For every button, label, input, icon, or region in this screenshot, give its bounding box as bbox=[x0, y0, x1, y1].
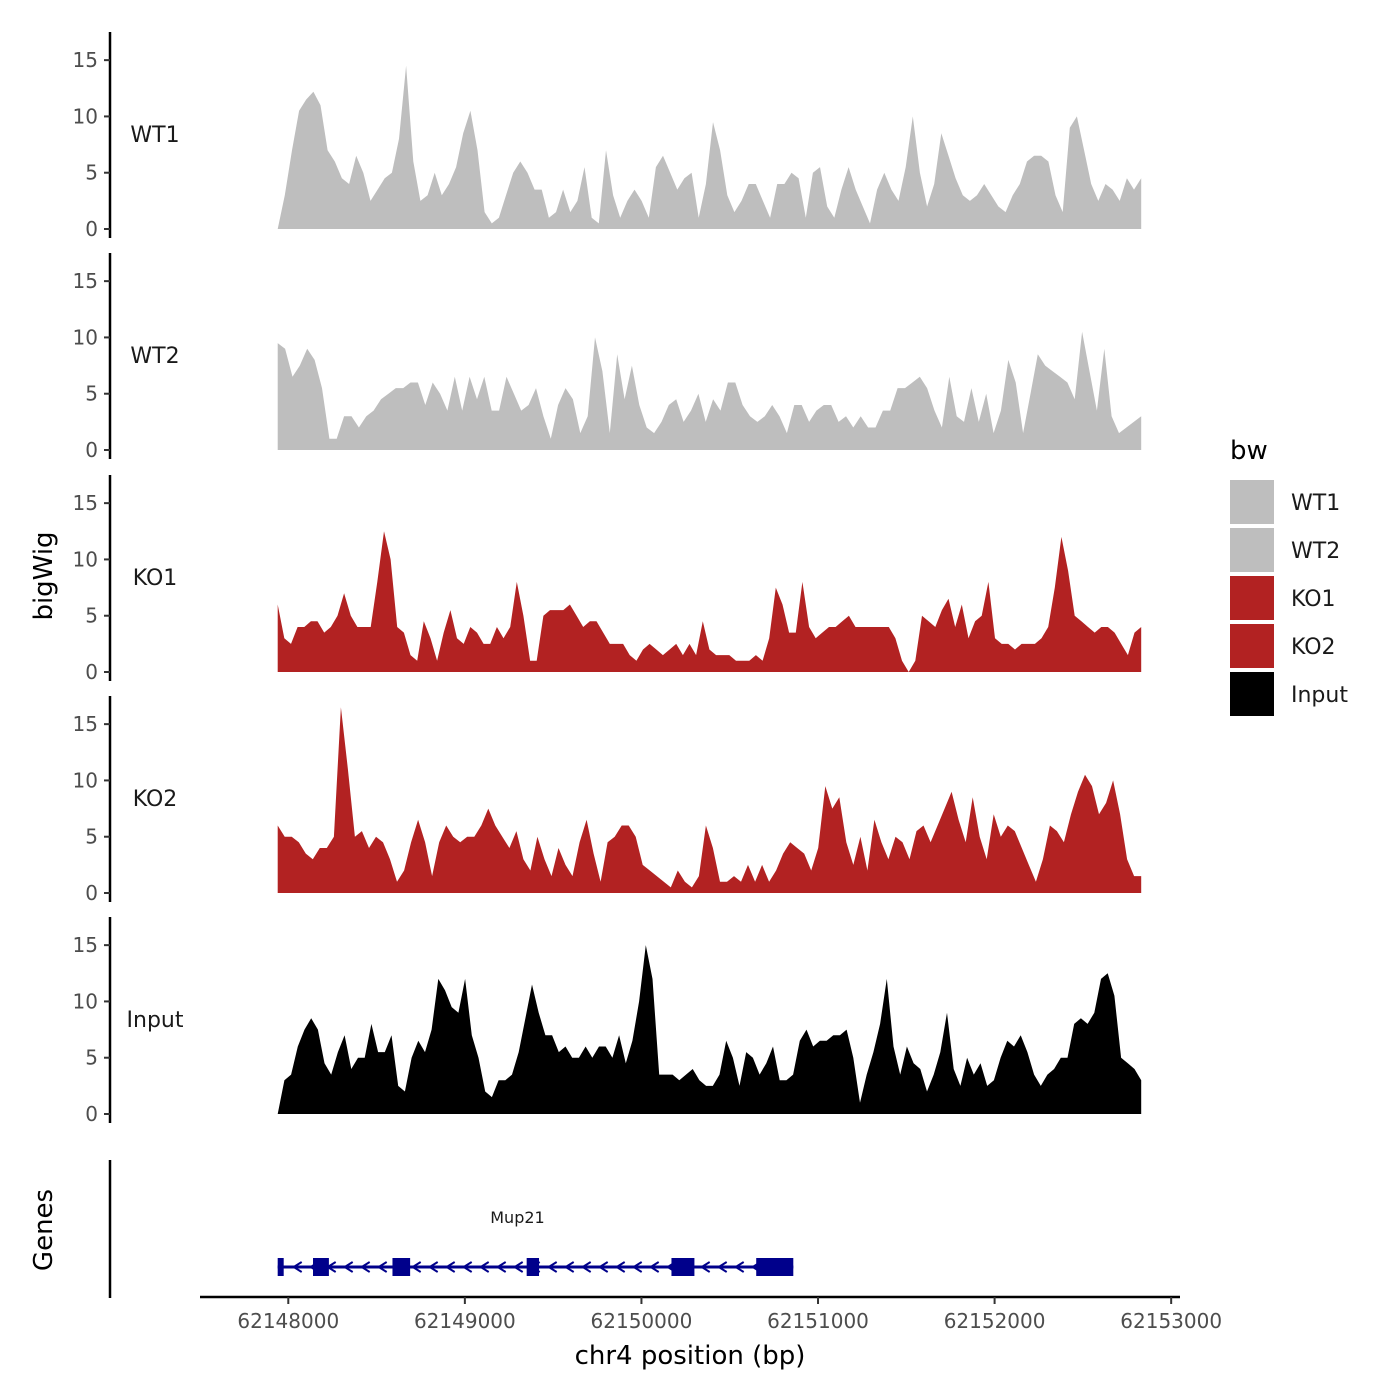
track-wt1: 0 5 10 15 WT1 bbox=[73, 32, 1142, 241]
legend-swatch-ko2 bbox=[1230, 624, 1274, 668]
strand-arrow bbox=[563, 1261, 575, 1273]
exon bbox=[392, 1258, 411, 1276]
legend-label-wt1: WT1 bbox=[1291, 491, 1340, 516]
y-tick-label: 0 bbox=[85, 660, 98, 684]
track-input: 0 5 10 15 Input bbox=[73, 917, 1142, 1126]
x-axis: 62148000 62149000 62150000 62151000 62152000… bbox=[200, 1295, 1222, 1333]
track-label: KO2 bbox=[133, 787, 178, 812]
legend: bw WT1 WT2 KO1 KO2 Input bbox=[1230, 436, 1348, 716]
exon bbox=[756, 1258, 794, 1276]
strand-arrow bbox=[733, 1261, 745, 1273]
y-axis-title: bigWig bbox=[29, 531, 59, 620]
strand-arrow bbox=[359, 1261, 371, 1273]
x-tick-label: 62152000 bbox=[944, 1309, 1046, 1333]
strand-arrow bbox=[495, 1261, 507, 1273]
y-tick-label: 10 bbox=[73, 768, 98, 792]
x-tick-label: 62148000 bbox=[237, 1309, 339, 1333]
strand-arrow bbox=[580, 1261, 592, 1273]
y-tick-label: 5 bbox=[85, 382, 98, 406]
strand-arrow bbox=[699, 1261, 711, 1273]
y-tick-label: 5 bbox=[85, 161, 98, 185]
series-area-wt2 bbox=[277, 331, 1142, 450]
track-wt2: 0 5 10 15 WT2 bbox=[73, 253, 1142, 462]
y-tick-label: 15 bbox=[73, 48, 98, 72]
legend-swatch-input bbox=[1230, 672, 1274, 716]
legend-title: bw bbox=[1230, 436, 1268, 466]
y-tick-label: 0 bbox=[85, 1102, 98, 1126]
gene-mup21: Mup21 bbox=[277, 1208, 794, 1276]
legend-swatch-ko1 bbox=[1230, 576, 1274, 620]
y-tick-label: 5 bbox=[85, 1046, 98, 1070]
strand-arrow bbox=[461, 1261, 473, 1273]
track-label: WT2 bbox=[130, 344, 179, 369]
exon bbox=[526, 1258, 540, 1276]
strand-arrow bbox=[376, 1261, 388, 1273]
exon bbox=[313, 1258, 329, 1276]
legend-swatch-wt2 bbox=[1230, 528, 1274, 572]
gene-label: Mup21 bbox=[490, 1208, 544, 1227]
y-tick-label: 5 bbox=[85, 604, 98, 628]
y-tick-label: 0 bbox=[85, 881, 98, 905]
x-axis-title: chr4 position (bp) bbox=[575, 1341, 806, 1371]
track-panels: 0 5 10 15 WT1 0 5 10 15 WT2 0 5 10 15 KO1 0 5 10 15 KO2 0 5 10… bbox=[73, 32, 1142, 1126]
y-tick-label: 10 bbox=[73, 104, 98, 128]
y-tick-label: 0 bbox=[85, 217, 98, 241]
strand-arrow bbox=[291, 1261, 303, 1273]
strand-arrow bbox=[512, 1261, 524, 1273]
y-tick-label: 5 bbox=[85, 825, 98, 849]
series-area-input bbox=[277, 945, 1142, 1114]
strand-arrow bbox=[614, 1261, 626, 1273]
strand-arrow bbox=[716, 1261, 728, 1273]
exon bbox=[277, 1258, 284, 1276]
strand-arrow bbox=[342, 1261, 354, 1273]
strand-arrow bbox=[410, 1261, 422, 1273]
genes-axis-title: Genes bbox=[29, 1189, 59, 1271]
track-ko2: 0 5 10 15 KO2 bbox=[73, 696, 1142, 905]
y-tick-label: 0 bbox=[85, 438, 98, 462]
series-area-ko2 bbox=[277, 707, 1142, 893]
track-label: WT1 bbox=[130, 123, 179, 148]
x-tick-label: 62149000 bbox=[414, 1309, 516, 1333]
y-tick-label: 15 bbox=[73, 491, 98, 515]
legend-label-wt2: WT2 bbox=[1291, 539, 1340, 564]
legend-swatch-wt1 bbox=[1230, 480, 1274, 524]
x-tick-label: 62150000 bbox=[591, 1309, 693, 1333]
legend-label-input: Input bbox=[1291, 683, 1348, 708]
x-tick-label: 62153000 bbox=[1120, 1309, 1222, 1333]
exon bbox=[671, 1258, 695, 1276]
track-label: KO1 bbox=[133, 566, 178, 591]
series-area-ko1 bbox=[277, 531, 1142, 672]
y-tick-label: 15 bbox=[73, 269, 98, 293]
y-tick-label: 10 bbox=[73, 547, 98, 571]
legend-label-ko2: KO2 bbox=[1291, 635, 1336, 660]
x-tick-label: 62151000 bbox=[767, 1309, 869, 1333]
series-area-wt1 bbox=[277, 65, 1142, 229]
strand-arrow bbox=[631, 1261, 643, 1273]
legend-label-ko1: KO1 bbox=[1291, 587, 1336, 612]
strand-arrow bbox=[648, 1261, 660, 1273]
track-ko1: 0 5 10 15 KO1 bbox=[73, 475, 1142, 684]
y-tick-label: 10 bbox=[73, 325, 98, 349]
strand-arrow bbox=[597, 1261, 609, 1273]
gene-track-panel: Mup21 bbox=[108, 1160, 794, 1298]
strand-arrow bbox=[478, 1261, 490, 1273]
y-tick-label: 10 bbox=[73, 989, 98, 1013]
y-tick-label: 15 bbox=[73, 933, 98, 957]
strand-arrow bbox=[444, 1261, 456, 1273]
strand-arrow bbox=[427, 1261, 439, 1273]
strand-arrow bbox=[546, 1261, 558, 1273]
y-tick-label: 15 bbox=[73, 712, 98, 736]
track-label: Input bbox=[127, 1008, 184, 1033]
